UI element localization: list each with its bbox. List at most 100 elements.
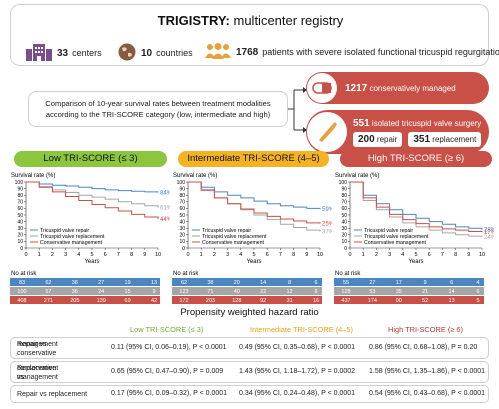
- patients-stat: 1768 patients with severe isolated functi…: [205, 43, 499, 61]
- y-tick-label: 0: [344, 246, 347, 252]
- series-line-2: [350, 181, 483, 233]
- at-risk-row-2: [10, 296, 160, 304]
- x-tick-label: 7: [117, 252, 120, 258]
- x-tick-label: 5: [252, 252, 255, 258]
- x-tick-label: 2: [375, 252, 378, 258]
- at-risk-value: 90: [396, 298, 402, 304]
- at-risk-value: 36: [72, 289, 78, 295]
- x-tick-label: 8: [130, 252, 133, 258]
- x-tick-label: 1: [362, 252, 365, 258]
- y-axis-label: Survival rate (%): [11, 173, 55, 179]
- y-axis-label: Survival rate (%): [173, 173, 217, 179]
- legend-label-1: Tricuspid valve replacement: [202, 234, 267, 240]
- legend-label-2: Conservative management: [364, 240, 427, 246]
- at-risk-value: 437: [341, 298, 350, 304]
- phr-value-int: 1.43 (95% CI, 1.18–1.72), P = 0.0002: [239, 368, 356, 375]
- x-tick-label: 8: [454, 252, 457, 258]
- x-tick-label: 0: [186, 252, 189, 258]
- at-risk-value: 13: [151, 280, 157, 286]
- x-tick-label: 9: [143, 252, 146, 258]
- at-risk-value: 21: [422, 289, 428, 295]
- x-tick-label: 10: [317, 252, 323, 258]
- x-axis-label: Years: [246, 259, 261, 265]
- y-tick-label: 30: [17, 226, 23, 232]
- series-line-0: [188, 181, 321, 210]
- phr-value-low: 0.11 (95% CI, 0.06–0.19), P < 0.0001: [111, 344, 227, 351]
- y-tick-label: 50: [17, 213, 23, 219]
- at-risk-row-2: [334, 296, 484, 304]
- end-label-1: 61%: [160, 206, 170, 212]
- at-risk-value: 13: [449, 298, 455, 304]
- x-tick-label: 3: [388, 252, 391, 258]
- at-risk-value: 83: [19, 280, 25, 286]
- phr-value-high: 0.86 (95% CI, 0.68–1.08), P = 0.20: [369, 344, 478, 351]
- at-risk-value: 123: [179, 289, 188, 295]
- phr-row-3: Repair vs replacement 0.17 (95% CI, 0.09…: [10, 385, 489, 403]
- y-tick-label: 50: [341, 213, 347, 219]
- at-risk-value: 8: [288, 280, 291, 286]
- y-tick-label: 60: [341, 206, 347, 212]
- at-risk-value: 69: [125, 298, 131, 304]
- phr-col-low: Low TRI-SCORE (≤ 3): [130, 325, 204, 334]
- end-label-1: 37%: [322, 230, 332, 236]
- x-tick-label: 10: [479, 252, 485, 258]
- x-axis-label: Years: [84, 259, 99, 265]
- at-risk-value: 6: [476, 289, 479, 295]
- legend-label-2: Conservative management: [202, 240, 265, 246]
- x-tick-label: 6: [428, 252, 431, 258]
- legend-label-2: Conservative management: [40, 240, 103, 246]
- y-tick-label: 20: [179, 233, 185, 239]
- x-tick-label: 9: [467, 252, 470, 258]
- building-icon: [26, 43, 52, 63]
- scalpel-icon: [307, 112, 347, 152]
- at-risk-row-0: [10, 278, 160, 286]
- patients-icon: [205, 43, 231, 61]
- at-risk-value: 20: [234, 280, 240, 286]
- intermediate-score-label: Intermediate TRI-SCORE (4–5): [178, 151, 329, 167]
- page-title: TRIGISTRY: multicenter registry: [157, 13, 344, 28]
- phr-row-2: Replacement vs conservative management 0.…: [10, 361, 489, 383]
- y-tick-label: 10: [341, 239, 347, 245]
- y-tick-label: 40: [341, 219, 347, 225]
- at-risk-value: 205: [70, 298, 79, 304]
- at-risk-row-2: [172, 296, 322, 304]
- phr-col-high: High TRI-SCORE (≥ 6): [388, 325, 463, 334]
- at-risk-value: 35: [396, 289, 402, 295]
- at-risk-value: 408: [17, 298, 26, 304]
- at-risk-value: 4: [476, 280, 479, 286]
- x-tick-label: 1: [38, 252, 41, 258]
- phr-value-low: 0.65 (95% CI, 0.47–0.90), P = 0.009: [111, 368, 224, 375]
- y-tick-label: 20: [341, 233, 347, 239]
- at-risk-row-0: [334, 278, 484, 286]
- y-tick-label: 100: [15, 180, 24, 186]
- at-risk-value: 14: [449, 289, 455, 295]
- y-tick-label: 30: [179, 226, 185, 232]
- phr-value-int: 0.49 (95% CI, 0.35–0.68), P < 0.0001: [239, 344, 356, 351]
- at-risk-value: 53: [369, 289, 375, 295]
- y-tick-label: 80: [341, 193, 347, 199]
- at-risk-value: 62: [181, 280, 187, 286]
- y-tick-label: 20: [17, 233, 23, 239]
- km-chart-low: Survival rate (%)01020304050607080901000…: [10, 173, 170, 304]
- at-risk-value: 9: [152, 289, 155, 295]
- conservative-group-pill: 1217 conservatively managed: [306, 72, 489, 104]
- y-tick-label: 10: [17, 239, 23, 245]
- phr-title: Propensity weighted hazard ratio: [180, 307, 319, 318]
- y-tick-label: 50: [179, 213, 185, 219]
- y-tick-label: 40: [179, 219, 185, 225]
- y-axis-label: Survival rate (%): [335, 173, 379, 179]
- at-risk-value: 42: [151, 298, 157, 304]
- at-risk-value: 174: [368, 298, 377, 304]
- legend-label-1: Tricuspid valve replacement: [364, 234, 429, 240]
- y-tick-label: 10: [179, 239, 185, 245]
- at-risk-row-1: [172, 287, 322, 295]
- at-risk-value: 31: [287, 298, 293, 304]
- x-tick-label: 9: [305, 252, 308, 258]
- y-tick-label: 70: [341, 200, 347, 206]
- phr-value-int: 0.34 (95% CI, 0.24–0.48), P < 0.0001: [239, 390, 356, 397]
- surgery-group-pill: 551 isolated tricuspid valve surgery 200…: [306, 110, 489, 154]
- at-risk-value: 172: [179, 298, 188, 304]
- x-tick-label: 4: [239, 252, 242, 258]
- at-risk-row-0: [172, 278, 322, 286]
- at-risk-value: 55: [343, 280, 349, 286]
